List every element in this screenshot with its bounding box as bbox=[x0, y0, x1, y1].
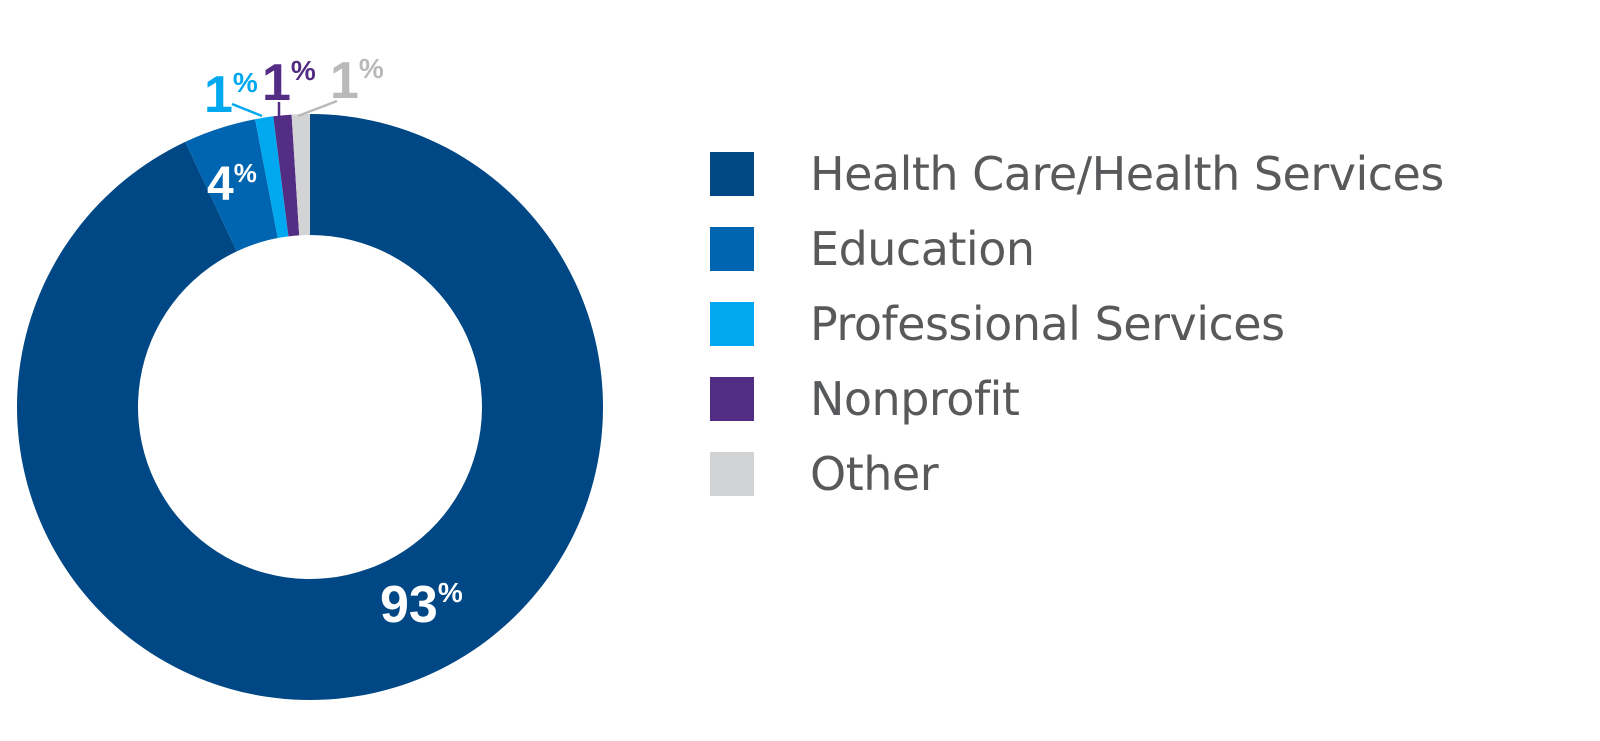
label-value: 4 bbox=[207, 158, 234, 211]
slice-professional-services bbox=[255, 116, 289, 239]
label-health-care: 93% bbox=[380, 576, 463, 634]
label-value: 93 bbox=[380, 576, 438, 634]
label-value: 1 bbox=[330, 52, 359, 110]
legend-label: Other bbox=[810, 446, 939, 501]
leader-line bbox=[297, 99, 338, 118]
label-percent-sign: % bbox=[438, 577, 463, 608]
label-value: 1 bbox=[262, 54, 291, 112]
legend-swatch bbox=[710, 301, 754, 346]
label-percent-sign: % bbox=[233, 67, 258, 98]
legend-item-education: Education bbox=[710, 211, 1444, 286]
label-percent-sign: % bbox=[291, 55, 316, 86]
legend-swatch bbox=[710, 451, 754, 496]
legend-label: Health Care/Health Services bbox=[810, 146, 1444, 201]
legend: Health Care/Health Services Education Pr… bbox=[710, 136, 1444, 511]
data-labels: 93%4%1% 1% 1% bbox=[204, 52, 463, 634]
donut-chart: 93%4%1% 1% 1% bbox=[16, 52, 604, 700]
legend-swatch bbox=[710, 151, 754, 196]
label-percent-sign: % bbox=[234, 158, 257, 188]
legend-label: Education bbox=[810, 221, 1035, 276]
donut-slices bbox=[16, 114, 604, 700]
legend-label: Professional Services bbox=[810, 296, 1285, 351]
leader-line bbox=[231, 102, 263, 118]
label-value: 1 bbox=[204, 66, 233, 124]
legend-item-nonprofit: Nonprofit bbox=[710, 361, 1444, 436]
legend-label: Nonprofit bbox=[810, 371, 1020, 426]
legend-item-professional-services: Professional Services bbox=[710, 286, 1444, 361]
label-other: 1% bbox=[330, 52, 384, 110]
leader-lines bbox=[231, 99, 338, 118]
slice-health-care bbox=[16, 114, 604, 700]
label-nonprofit: 1% bbox=[262, 54, 316, 112]
slice-nonprofit bbox=[273, 114, 300, 237]
slice-education bbox=[185, 119, 278, 252]
legend-swatch bbox=[710, 226, 754, 271]
label-percent-sign: % bbox=[359, 53, 384, 84]
legend-item-health-care: Health Care/Health Services bbox=[710, 136, 1444, 211]
slice-other bbox=[291, 114, 310, 236]
legend-item-other: Other bbox=[710, 436, 1444, 511]
label-professional-services: 1% bbox=[204, 66, 258, 124]
legend-swatch bbox=[710, 376, 754, 421]
label-education: 4% bbox=[207, 158, 257, 211]
